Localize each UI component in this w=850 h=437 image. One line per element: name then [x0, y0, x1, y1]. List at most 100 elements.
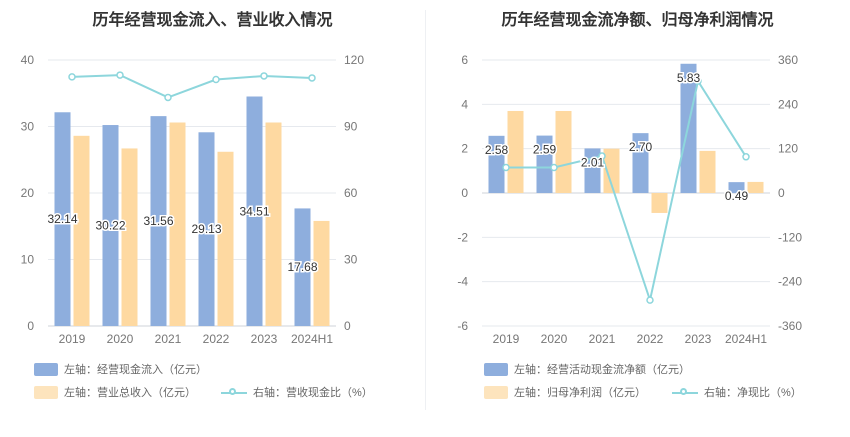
legend-swatch: [672, 386, 698, 399]
x-tick-label: 2023: [251, 332, 278, 346]
legend-label: 左轴：营业总收入（亿元）: [64, 387, 196, 399]
legend-swatch: [484, 385, 508, 399]
y-right-tick-label: 240: [778, 97, 798, 111]
y-left-tick-label: 0: [461, 186, 468, 200]
bar-data-label: 2.58: [485, 143, 509, 157]
bar-data-label: 2.59: [533, 143, 557, 157]
ratio-point: [694, 77, 702, 85]
bar-secondary: [73, 135, 90, 326]
cash-inflow-revenue-chart: 历年经营现金流入、营业收入情况 0 10 20 30 40 0 30 60 90 120 2019 2…: [21, 12, 373, 400]
ratio-point: [550, 163, 558, 172]
y-right-tick-label: -360: [778, 319, 802, 333]
bar-primary: [728, 182, 745, 193]
y-left-tick-label: 40: [21, 53, 35, 67]
x-tick-label: 2020: [107, 332, 134, 346]
bar-secondary: [121, 148, 138, 326]
legend-net-cashflow[interactable]: 左轴：经营活动现金流净额（亿元）: [484, 361, 690, 377]
bar-secondary: [747, 181, 764, 193]
bar-data-label: 0.49: [725, 189, 749, 203]
bar-secondary: [313, 220, 330, 326]
chart-title: 历年经营现金流净额、归母净利润情况: [501, 12, 774, 29]
y-right-tick-label: 0: [778, 186, 785, 200]
bar-data-label: 17.68: [287, 260, 317, 274]
x-tick-label: 2021: [589, 332, 616, 346]
bar-secondary: [507, 110, 524, 193]
y-left-tick-label: -2: [457, 230, 468, 244]
y-right-tick-label: 0: [344, 319, 351, 333]
bar-secondary: [555, 110, 572, 193]
ratio-line: [506, 78, 747, 304]
y-left-tick-label: 10: [21, 253, 35, 267]
legend-label: 右轴：营收现金比（%）: [253, 387, 373, 399]
bar-primary: [632, 133, 649, 193]
ratio-point: [212, 75, 220, 84]
chart-plot-area: 0 10 20 30 40 0 30 60 90 120 2019 2020 2021 2022 2023 2…: [21, 53, 365, 346]
ratio-point: [646, 296, 654, 304]
y-left-tick-label: 20: [21, 186, 35, 200]
x-tick-label: 2022: [203, 332, 230, 346]
x-tick-label: 2019: [59, 332, 86, 346]
bar-secondary: [603, 148, 620, 193]
y-right-tick-label: 90: [344, 120, 358, 134]
legend-net-cash-ratio[interactable]: 右轴：净现比（%）: [672, 384, 802, 400]
ratio-point: [116, 71, 124, 79]
bar-primary: [294, 208, 311, 326]
ratio-point: [502, 163, 510, 172]
legend-label: 右轴：净现比（%）: [704, 387, 802, 399]
x-tick-label: 2020: [541, 332, 568, 346]
legend-label: 左轴：经营现金流入（亿元）: [64, 364, 207, 376]
y-right-tick-label: 60: [344, 186, 358, 200]
x-tick-label: 2023: [685, 332, 712, 346]
bar-primary: [488, 135, 505, 193]
bar-secondary: [651, 193, 668, 213]
bar-data-label: 2.01: [581, 155, 605, 169]
y-right-tick-label: 30: [344, 253, 358, 267]
bar-secondary: [265, 122, 282, 326]
x-tick-label: 2024H1: [291, 332, 333, 346]
bar-primary: [102, 125, 119, 326]
legend-label: 左轴：经营活动现金流净额（亿元）: [514, 364, 690, 376]
x-tick-label: 2022: [637, 332, 664, 346]
x-tick-label: 2019: [493, 332, 520, 346]
y-left-tick-label: 0: [27, 319, 34, 333]
y-right-tick-label: -120: [778, 230, 802, 244]
ratio-point: [68, 73, 76, 81]
panel-divider: [425, 10, 426, 410]
bar-data-label: 29.13: [191, 222, 221, 236]
bar-data-label: 32.14: [47, 212, 77, 226]
bar-primary: [536, 135, 553, 193]
legend-cash-inflow[interactable]: 左轴：经营现金流入（亿元）: [34, 361, 207, 377]
y-right-tick-label: 120: [344, 53, 364, 67]
bar-secondary: [217, 151, 234, 326]
bar-primary: [198, 132, 215, 326]
bar-primary: [150, 116, 167, 326]
ratio-line: [71, 74, 313, 99]
legend-swatch: [221, 386, 247, 399]
y-left-tick-label: 2: [461, 142, 468, 156]
ratio-point: [260, 72, 268, 80]
bar-primary: [54, 112, 71, 326]
bar-data-label: 5.83: [677, 71, 701, 85]
net-cashflow-profit-chart: 历年经营现金流净额、归母净利润情况 -6 -4 -2 0 2 4 6 -360 -240 -120…: [425, 0, 850, 437]
legend-swatch: [484, 362, 508, 376]
y-left-tick-label: 4: [461, 97, 468, 111]
bar-data-label: 30.22: [95, 219, 125, 233]
legend-swatch: [34, 362, 58, 376]
y-left-tick-label: 30: [21, 120, 35, 134]
y-right-tick-label: 360: [778, 53, 798, 67]
legend-net-profit[interactable]: 左轴：归母净利润（亿元）: [484, 384, 646, 400]
legend-cash-revenue-ratio[interactable]: 右轴：营收现金比（%）: [221, 384, 373, 400]
legend-swatch: [34, 385, 58, 399]
bar-secondary: [169, 122, 186, 326]
ratio-point: [164, 93, 172, 102]
ratio-point: [742, 153, 750, 161]
x-tick-label: 2021: [155, 332, 182, 346]
chart-plot-area: -6 -4 -2 0 2 4 6 -360 -240 -120 0 120 240 360 2019 2020…: [457, 53, 802, 346]
legend-label: 左轴：归母净利润（亿元）: [514, 387, 646, 399]
bar-data-label: 34.51: [239, 204, 269, 218]
bar-primary: [246, 96, 263, 326]
chart-title: 历年经营现金流入、营业收入情况: [92, 12, 333, 29]
y-right-tick-label: -240: [778, 275, 802, 289]
y-right-tick-label: 120: [778, 142, 798, 156]
legend-revenue[interactable]: 左轴：营业总收入（亿元）: [34, 384, 196, 400]
